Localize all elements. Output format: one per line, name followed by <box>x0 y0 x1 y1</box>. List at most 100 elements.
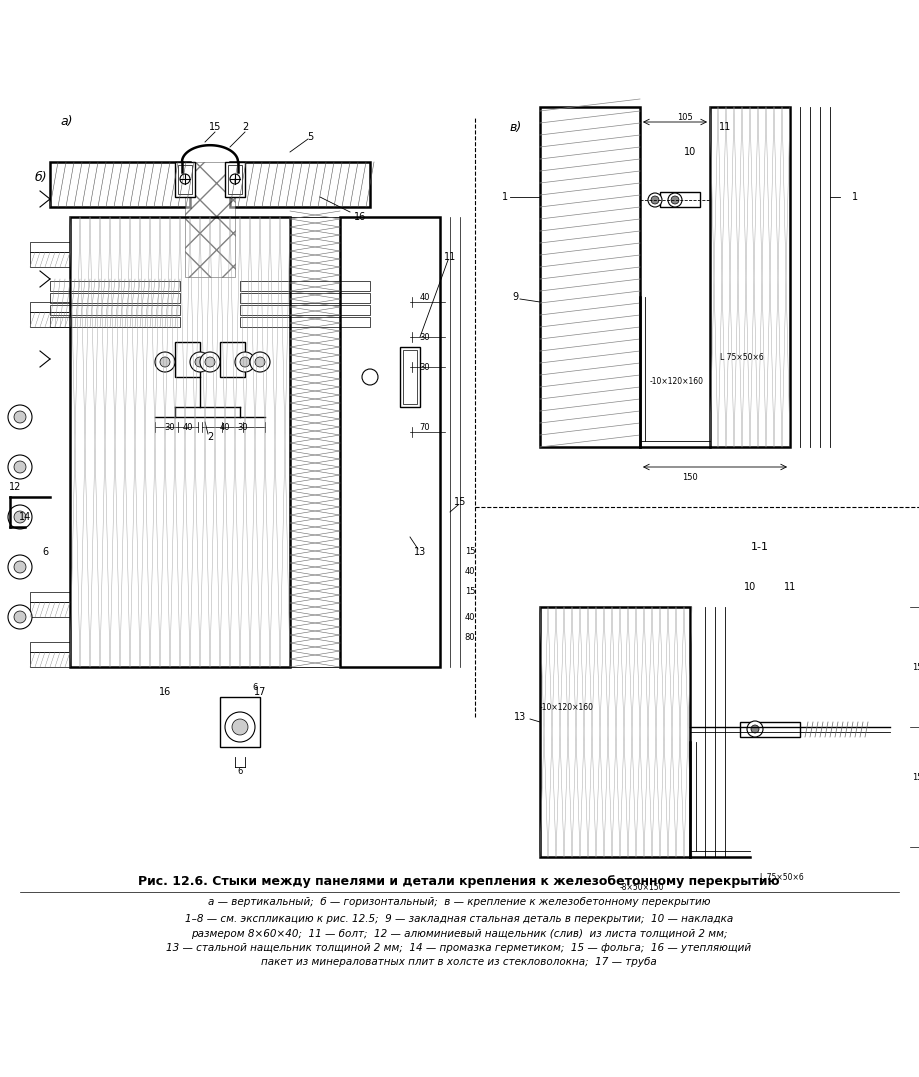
Circle shape <box>195 356 205 367</box>
Text: 150: 150 <box>682 473 698 481</box>
Bar <box>230 162 370 207</box>
Circle shape <box>651 196 659 204</box>
Circle shape <box>160 356 170 367</box>
Bar <box>240 317 370 327</box>
Text: 6: 6 <box>237 768 243 777</box>
Bar <box>50 317 180 327</box>
Circle shape <box>230 174 240 184</box>
Text: 5: 5 <box>307 132 313 142</box>
Text: 10: 10 <box>743 582 756 592</box>
Text: -10×120×160: -10×120×160 <box>650 378 704 387</box>
Text: 1–8 — см. экспликацию к рис. 12.5;  9 — закладная стальная деталь в перекрытии; : 1–8 — см. экспликацию к рис. 12.5; 9 — з… <box>185 914 733 924</box>
Text: 15: 15 <box>209 122 221 132</box>
Text: 2: 2 <box>207 432 213 442</box>
Circle shape <box>255 356 265 367</box>
Text: 40: 40 <box>420 293 430 302</box>
Circle shape <box>648 193 662 207</box>
Bar <box>30 312 70 327</box>
Text: 40: 40 <box>183 422 193 432</box>
Text: 11: 11 <box>784 582 796 592</box>
Circle shape <box>225 712 255 742</box>
Text: 12: 12 <box>9 482 21 492</box>
Text: 30: 30 <box>165 422 176 432</box>
Text: 150: 150 <box>913 772 919 782</box>
Circle shape <box>362 369 378 384</box>
Circle shape <box>205 356 215 367</box>
Text: 6: 6 <box>253 683 257 691</box>
Text: -10×120×160: -10×120×160 <box>540 702 594 712</box>
Circle shape <box>8 605 32 629</box>
Circle shape <box>200 352 220 372</box>
Bar <box>30 592 70 602</box>
Bar <box>178 165 192 194</box>
Circle shape <box>232 719 248 735</box>
Bar <box>240 281 370 291</box>
Bar <box>50 305 180 314</box>
Text: 11: 11 <box>444 252 456 262</box>
Text: 1: 1 <box>502 192 508 202</box>
Circle shape <box>14 561 26 573</box>
Bar <box>185 162 235 277</box>
Text: 13: 13 <box>514 712 526 722</box>
Text: пакет из минераловатных плит в холсте из стекловолокна;  17 — труба: пакет из минераловатных плит в холсте из… <box>261 957 657 967</box>
Text: 2: 2 <box>242 122 248 132</box>
Text: 70: 70 <box>420 422 430 432</box>
Bar <box>660 192 700 207</box>
Circle shape <box>8 505 32 529</box>
Text: б): б) <box>35 170 48 183</box>
Bar <box>403 350 417 404</box>
Text: L 75×50×6: L 75×50×6 <box>720 352 764 362</box>
Text: 105: 105 <box>677 112 693 122</box>
Bar <box>30 602 70 617</box>
Bar <box>50 281 180 291</box>
Bar <box>710 107 790 447</box>
Text: 150: 150 <box>913 662 919 671</box>
Text: 40: 40 <box>220 422 231 432</box>
Text: 13: 13 <box>414 547 426 557</box>
Bar <box>70 216 290 667</box>
Circle shape <box>14 411 26 423</box>
Text: размером 8×60×40;  11 — болт;  12 — алюминиевый нащельник (слив)  из листа толщи: размером 8×60×40; 11 — болт; 12 — алюмин… <box>191 929 727 939</box>
Text: 11: 11 <box>719 122 732 132</box>
Text: 13 — стальной нащельник толщиной 2 мм;  14 — промазка герметиком;  15 — фольга; : 13 — стальной нащельник толщиной 2 мм; 1… <box>166 943 752 953</box>
Bar <box>30 652 70 667</box>
Bar <box>340 216 440 667</box>
Circle shape <box>8 555 32 579</box>
Text: L 75×50×6: L 75×50×6 <box>760 872 804 881</box>
Bar <box>740 722 800 737</box>
Text: 1-1: 1-1 <box>751 542 769 553</box>
Circle shape <box>14 461 26 473</box>
Text: 30: 30 <box>420 363 430 372</box>
Circle shape <box>190 352 210 372</box>
Text: а): а) <box>60 115 73 128</box>
Circle shape <box>8 454 32 479</box>
Circle shape <box>747 721 763 737</box>
Text: 9: 9 <box>512 292 518 302</box>
Bar <box>540 107 640 447</box>
Text: 10: 10 <box>684 146 696 157</box>
Bar <box>240 293 370 303</box>
Circle shape <box>235 352 255 372</box>
Bar <box>400 347 420 407</box>
Bar <box>540 607 690 857</box>
Text: -8×50×150: -8×50×150 <box>620 882 664 892</box>
Bar <box>30 252 70 267</box>
Bar <box>30 242 70 252</box>
Bar <box>30 642 70 652</box>
Text: 40: 40 <box>465 613 475 621</box>
Circle shape <box>250 352 270 372</box>
Bar <box>225 162 245 197</box>
Circle shape <box>8 405 32 429</box>
Text: 30: 30 <box>238 422 248 432</box>
Bar <box>228 165 242 194</box>
Circle shape <box>240 356 250 367</box>
Circle shape <box>671 196 679 204</box>
Bar <box>220 342 245 377</box>
Bar <box>175 162 195 197</box>
Bar <box>175 342 200 377</box>
Bar <box>30 302 70 312</box>
Bar <box>220 697 260 747</box>
Text: 15: 15 <box>454 496 466 507</box>
Text: 15: 15 <box>465 587 475 597</box>
Text: 16: 16 <box>354 212 366 222</box>
